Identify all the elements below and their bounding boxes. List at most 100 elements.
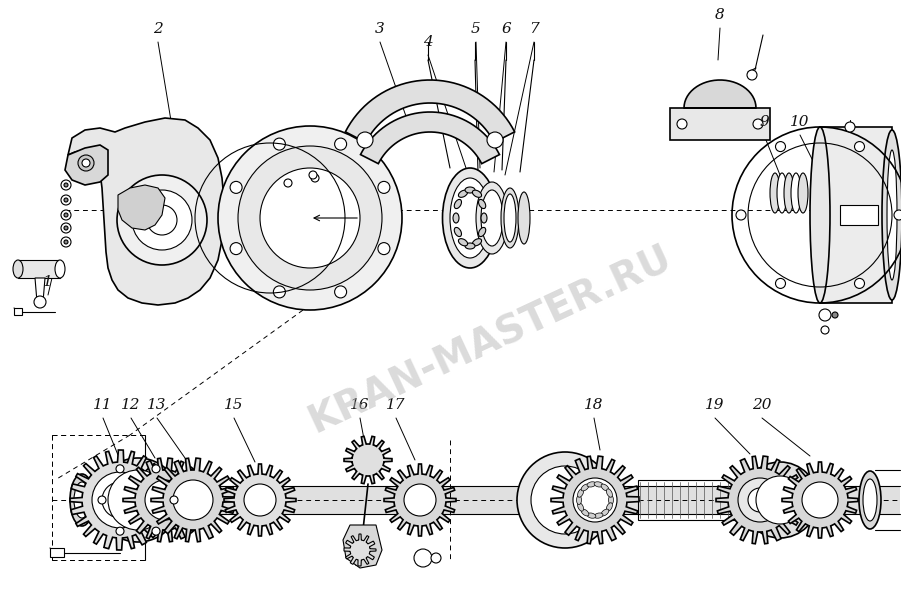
- Bar: [14, 308, 22, 315]
- Bar: [638, 480, 783, 520]
- Text: 5: 5: [471, 22, 481, 36]
- Circle shape: [61, 195, 71, 205]
- Circle shape: [173, 480, 213, 520]
- Circle shape: [311, 174, 319, 182]
- Polygon shape: [18, 260, 60, 278]
- Polygon shape: [224, 464, 296, 536]
- Circle shape: [260, 168, 360, 268]
- Text: 20: 20: [752, 398, 772, 412]
- Circle shape: [92, 472, 148, 528]
- Ellipse shape: [594, 482, 603, 487]
- Circle shape: [776, 278, 786, 289]
- Polygon shape: [782, 462, 858, 538]
- Bar: [50, 548, 64, 557]
- Ellipse shape: [465, 243, 475, 249]
- Text: 2: 2: [153, 22, 163, 36]
- Ellipse shape: [581, 509, 589, 516]
- Circle shape: [116, 527, 124, 535]
- Ellipse shape: [478, 227, 486, 236]
- Circle shape: [309, 171, 317, 179]
- Circle shape: [145, 480, 185, 520]
- Circle shape: [802, 482, 838, 518]
- Ellipse shape: [459, 239, 468, 246]
- Polygon shape: [344, 436, 392, 484]
- Circle shape: [116, 465, 124, 473]
- Circle shape: [218, 126, 402, 310]
- Circle shape: [64, 240, 68, 244]
- Text: 19: 19: [705, 398, 724, 412]
- Text: 13: 13: [147, 398, 167, 412]
- Ellipse shape: [442, 168, 497, 268]
- Ellipse shape: [465, 187, 475, 193]
- Circle shape: [756, 476, 804, 524]
- Ellipse shape: [74, 482, 90, 518]
- Polygon shape: [100, 486, 900, 514]
- Circle shape: [284, 179, 292, 187]
- Circle shape: [378, 242, 390, 254]
- Ellipse shape: [810, 127, 830, 303]
- Ellipse shape: [504, 194, 516, 242]
- Circle shape: [64, 226, 68, 230]
- Text: 1: 1: [43, 275, 53, 289]
- Ellipse shape: [577, 496, 581, 505]
- Ellipse shape: [578, 489, 584, 497]
- Circle shape: [431, 553, 441, 563]
- Circle shape: [414, 549, 432, 567]
- Circle shape: [854, 278, 864, 289]
- Ellipse shape: [770, 173, 780, 213]
- Ellipse shape: [587, 482, 596, 487]
- Text: 3: 3: [375, 22, 385, 36]
- Circle shape: [64, 198, 68, 202]
- Circle shape: [244, 484, 276, 516]
- Ellipse shape: [882, 130, 901, 300]
- Circle shape: [152, 465, 160, 473]
- Circle shape: [677, 119, 687, 129]
- Circle shape: [894, 210, 901, 220]
- Circle shape: [96, 458, 180, 542]
- Circle shape: [102, 482, 138, 518]
- Circle shape: [748, 488, 772, 512]
- Circle shape: [334, 286, 347, 298]
- Ellipse shape: [55, 260, 65, 278]
- Ellipse shape: [478, 199, 486, 209]
- Polygon shape: [118, 185, 165, 230]
- Ellipse shape: [859, 471, 881, 529]
- Text: 15: 15: [224, 398, 244, 412]
- Ellipse shape: [481, 190, 503, 246]
- Circle shape: [517, 452, 613, 548]
- Ellipse shape: [601, 484, 609, 491]
- Circle shape: [821, 326, 829, 334]
- Circle shape: [747, 70, 757, 80]
- Ellipse shape: [606, 489, 613, 497]
- Circle shape: [845, 122, 855, 132]
- Circle shape: [61, 180, 71, 190]
- Circle shape: [61, 210, 71, 220]
- Circle shape: [819, 309, 831, 321]
- Text: 4: 4: [423, 35, 432, 49]
- Circle shape: [736, 210, 746, 220]
- Circle shape: [78, 155, 94, 171]
- Text: 11: 11: [93, 398, 113, 412]
- Polygon shape: [384, 464, 456, 536]
- Polygon shape: [343, 525, 382, 568]
- Circle shape: [487, 132, 503, 148]
- Text: 7: 7: [529, 22, 539, 36]
- Circle shape: [273, 286, 286, 298]
- Bar: [820, 127, 892, 303]
- Circle shape: [738, 478, 782, 522]
- Circle shape: [742, 462, 818, 538]
- Ellipse shape: [472, 190, 481, 197]
- Circle shape: [404, 484, 436, 516]
- Ellipse shape: [777, 173, 787, 213]
- Ellipse shape: [594, 513, 603, 518]
- Ellipse shape: [587, 513, 596, 518]
- Polygon shape: [551, 456, 639, 544]
- Circle shape: [573, 478, 617, 522]
- Circle shape: [108, 470, 168, 530]
- Ellipse shape: [13, 260, 23, 278]
- Ellipse shape: [606, 503, 613, 511]
- Circle shape: [776, 142, 786, 152]
- Circle shape: [334, 138, 347, 150]
- Bar: [670, 108, 770, 140]
- Circle shape: [832, 312, 838, 318]
